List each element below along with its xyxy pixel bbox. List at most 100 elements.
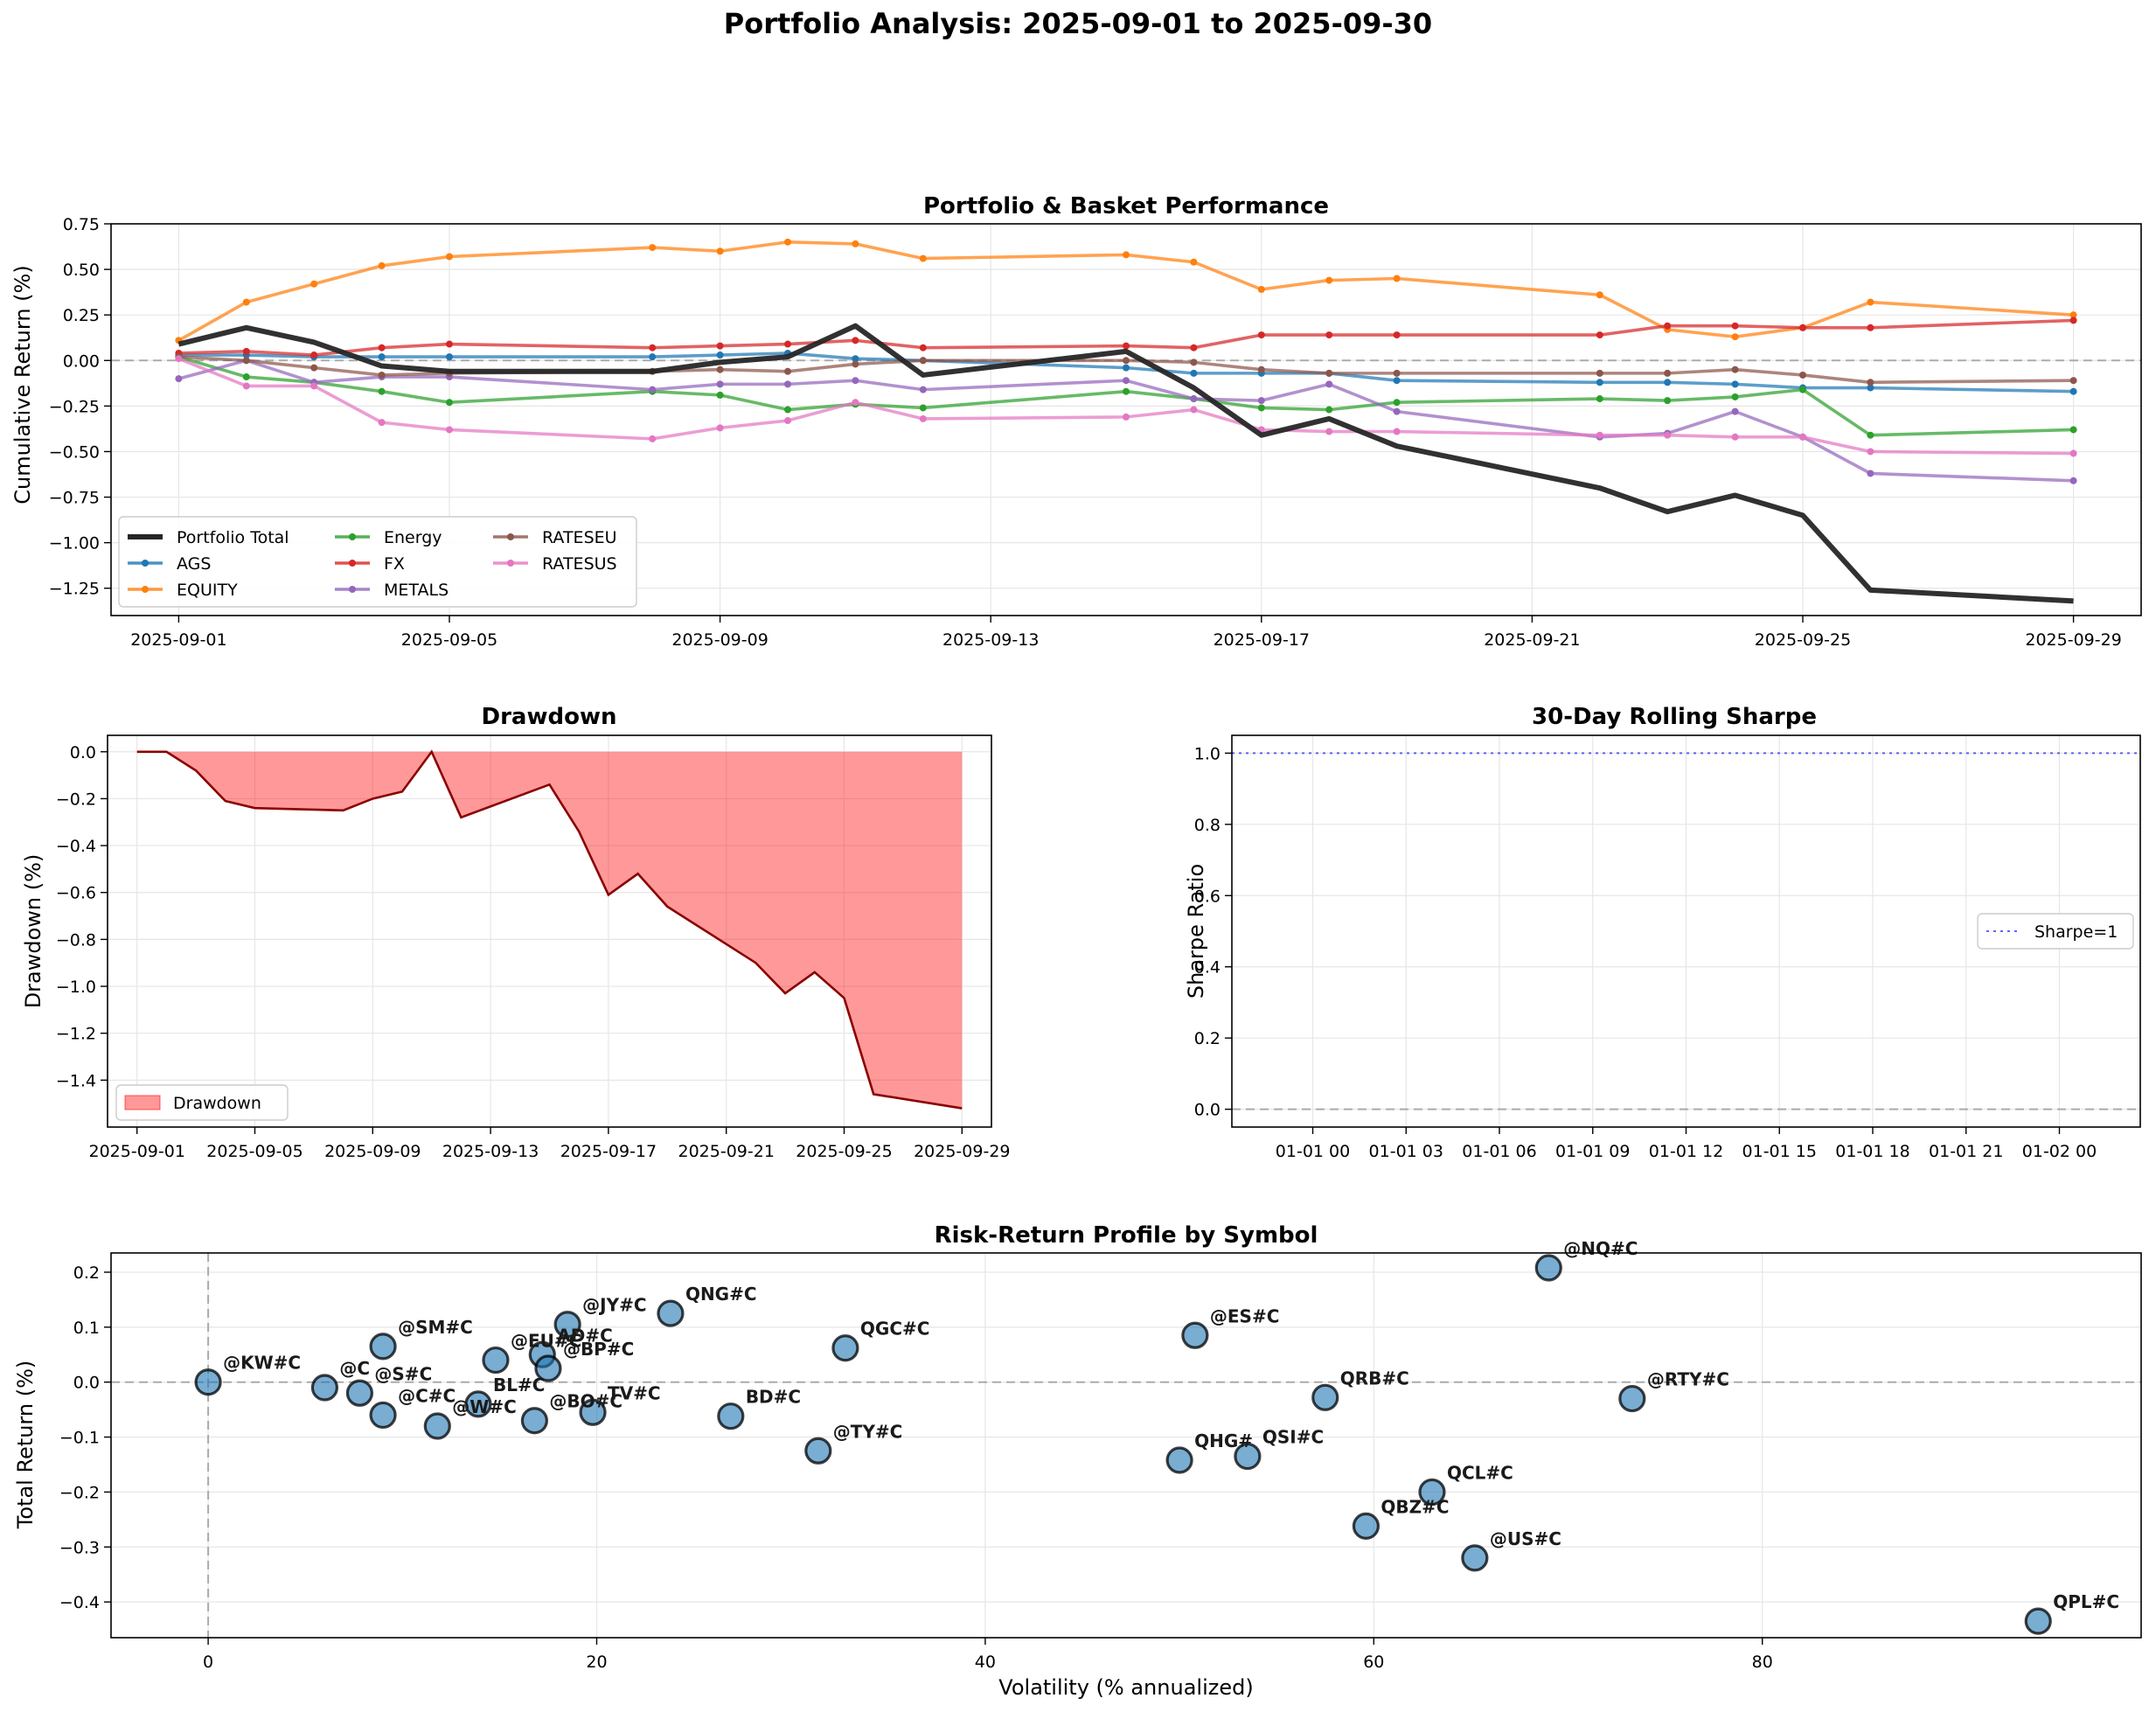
fx-marker: [716, 342, 724, 350]
metals-marker: [1190, 395, 1198, 403]
fx-marker: [310, 351, 318, 359]
drawdown-x-tick-label: 2025-09-13: [442, 1142, 539, 1161]
performance-y-tick-label: 0.00: [63, 351, 100, 371]
equity-marker: [1393, 275, 1401, 282]
performance-panel: Portfolio & Basket Performance Cumulativ…: [10, 193, 2142, 650]
legend-ags-label: AGS: [177, 554, 211, 574]
performance-x-tick-label: 2025-09-29: [2025, 630, 2121, 650]
fx-marker: [919, 344, 927, 351]
performance-x-tick-label: 2025-09-13: [942, 630, 1039, 650]
fx-marker: [1664, 322, 1672, 330]
metals-marker: [1325, 380, 1333, 388]
ratesus-marker: [310, 382, 318, 390]
point-es-c-label: @ES#C: [1210, 1305, 1280, 1326]
point-c-label: @C: [339, 1358, 370, 1379]
point-s-c: [345, 1379, 374, 1407]
energy-marker: [1731, 393, 1739, 400]
risk-return-frame: [110, 1252, 2142, 1639]
metals-marker: [649, 386, 657, 393]
energy-marker: [1664, 397, 1672, 405]
performance-y-tick-label: −0.25: [49, 397, 100, 416]
point-qsi-c: [1234, 1442, 1262, 1471]
risk-return-ylabel: Total Return (%): [13, 1361, 38, 1529]
sharpe-y-tick-label: 0.0: [1194, 1101, 1221, 1120]
point-qng-c: [657, 1299, 685, 1327]
risk-return-labels: @KW#C @C @S#C @SM#C @C#C@W#CBL#C @EU#C @BO#C AD…: [223, 1238, 2119, 1612]
fx-marker: [1596, 331, 1603, 339]
ags-marker: [716, 351, 724, 359]
energy-marker: [2069, 426, 2077, 434]
point-sm-c-label: @SM#C: [398, 1317, 473, 1338]
rateseu-marker: [1596, 369, 1603, 377]
ratesus-marker: [1731, 433, 1739, 441]
drawdown-y-tick-label: −0.4: [56, 837, 96, 856]
drawdown-x-tick-label: 2025-09-05: [206, 1142, 303, 1161]
metals-marker: [1731, 407, 1739, 415]
point-qgc-c-label: QGC#C: [860, 1319, 930, 1340]
risk-return-panel: Risk-Return Profile by Symbol Total Retu…: [13, 1222, 2142, 1700]
rateseu-marker: [1325, 369, 1333, 377]
drawdown-frame: [107, 734, 992, 1128]
ags-marker: [446, 353, 453, 361]
equity-marker: [1867, 298, 1874, 306]
ratesus-marker: [1393, 428, 1401, 435]
point-bo-c-label: @BO#C: [549, 1391, 622, 1412]
ratesus-marker: [1123, 413, 1130, 421]
metals-marker: [716, 380, 724, 388]
energy-marker: [1257, 404, 1265, 412]
point-c: [310, 1374, 339, 1402]
ratesus-marker: [1867, 448, 1874, 456]
rateseu-marker: [310, 364, 318, 372]
energy-marker: [716, 391, 724, 399]
drawdown-title: Drawdown: [482, 704, 617, 730]
performance-legend: Portfolio Total AGS EQUITY Energy FX METALS RA…: [118, 516, 637, 608]
point-s-c-label: @S#C: [374, 1363, 432, 1384]
rateseu-marker: [1393, 369, 1401, 377]
equity-marker: [1257, 286, 1265, 294]
point-jy-c: [553, 1311, 581, 1339]
risk-return-x-axis: 0 20 40 60 80: [203, 1638, 1773, 1672]
drawdown-y-tick-label: −0.8: [56, 930, 96, 950]
point-qcl-c-label: QCL#C: [1447, 1462, 1513, 1483]
metals-marker: [1867, 470, 1874, 477]
risk-return-y-tick-label: −0.3: [59, 1538, 100, 1557]
point-tv-c: [579, 1398, 607, 1426]
equity-marker: [310, 280, 318, 288]
ratesus-marker: [2069, 449, 2077, 457]
energy-marker: [1867, 431, 1874, 439]
equity-marker: [1123, 251, 1130, 259]
point-w-c: [423, 1412, 451, 1440]
point-ad-c-label: AD#C: [557, 1325, 613, 1346]
energy-marker: [1325, 406, 1333, 414]
sharpe-x-tick-label: 01-01 06: [1462, 1142, 1536, 1161]
performance-series: [175, 238, 2077, 604]
figure-suptitle: Portfolio Analysis: 2025-09-01 to 2025-0…: [724, 7, 1432, 40]
legend-drawdown-swatch: [124, 1095, 161, 1110]
energy-marker: [1393, 399, 1401, 407]
sharpe-y-tick-label: 0.4: [1194, 958, 1221, 978]
fx-marker: [378, 344, 386, 351]
equity-marker: [716, 247, 724, 255]
sharpe-legend: Sharpe=1: [1977, 913, 2134, 950]
rateseu-marker: [1123, 357, 1130, 365]
performance-y-axis: −1.25 −1.00 −0.75 −0.50 −0.25 0.00 0.25 0.50 0.7…: [49, 215, 111, 599]
legend-equity-label: EQUITY: [177, 581, 238, 600]
risk-return-x-tick-label: 60: [1363, 1653, 1384, 1672]
point-qcl-c: [1418, 1478, 1446, 1507]
legend-drawdown-label: Drawdown: [173, 1094, 261, 1113]
sharpe-title: 30-Day Rolling Sharpe: [1532, 704, 1817, 730]
drawdown-y-tick-label: 0.0: [70, 743, 96, 762]
equity-marker: [649, 244, 657, 252]
rateseu-marker: [1190, 358, 1198, 366]
sharpe-y-tick-label: 0.6: [1194, 887, 1221, 906]
ratesus-marker: [175, 355, 183, 363]
point-bp-c-label: @BP#C: [563, 1339, 634, 1360]
rateseu-marker: [1257, 365, 1265, 373]
ags-marker: [2069, 387, 2077, 395]
sharpe-x-tick-label: 01-01 15: [1742, 1142, 1817, 1161]
drawdown-x-axis: 2025-09-01 2025-09-05 2025-09-09 2025-09-13…: [88, 1127, 1011, 1161]
sharpe-ylabel: Sharpe Ratio: [1184, 864, 1208, 999]
performance-frame: [110, 223, 2142, 616]
risk-return-x-tick-label: 20: [586, 1653, 607, 1672]
